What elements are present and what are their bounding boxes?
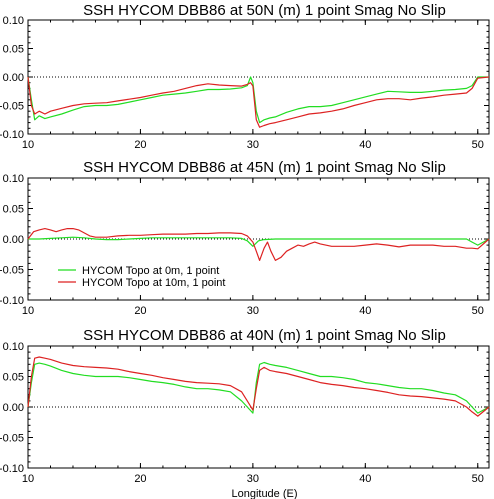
x-tick-label: 10 — [22, 139, 34, 151]
x-tick-label: 40 — [359, 473, 371, 485]
legend-label: HYCOM Topo at 10m, 1 point — [82, 277, 225, 289]
y-tick-label: 0.05 — [3, 372, 24, 384]
series-line-green — [27, 361, 490, 414]
x-tick-label: 40 — [359, 139, 371, 151]
y-tick-label: 0.10 — [3, 15, 24, 27]
series-line-green — [27, 76, 489, 124]
chart-title: SSH HYCOM DBB86 at 45N (m) 1 point Smag … — [83, 159, 446, 176]
y-tick-label: -0.05 — [0, 433, 24, 445]
y-tick-label: -0.05 — [0, 101, 24, 113]
y-tick-label: 0.00 — [3, 234, 24, 246]
y-tick-label: 0.05 — [3, 204, 24, 216]
x-tick-label: 30 — [247, 139, 259, 151]
series-line-red — [27, 76, 490, 128]
x-tick-label: 30 — [247, 305, 259, 317]
chart-panel-3: SSH HYCOM DBB86 at 40N (m) 1 point Smag … — [0, 327, 490, 499]
y-tick-label: 0.10 — [3, 341, 24, 353]
y-tick-label: 0.00 — [3, 402, 24, 414]
series-line-red — [27, 228, 490, 261]
x-tick-label: 20 — [134, 305, 146, 317]
y-tick-label: 0.00 — [3, 72, 24, 84]
x-tick-label: 50 — [472, 305, 484, 317]
x-tick-label: 30 — [247, 473, 259, 485]
chart-panel-1: SSH HYCOM DBB86 at 50N (m) 1 point Smag … — [0, 2, 490, 151]
series-line-red — [27, 356, 490, 417]
legend-label: HYCOM Topo at 0m, 1 point — [82, 265, 219, 277]
x-tick-label: 20 — [134, 139, 146, 151]
y-tick-label: 0.05 — [3, 44, 24, 56]
x-tick-label: 10 — [22, 305, 34, 317]
x-tick-label: 50 — [472, 473, 484, 485]
y-tick-label: -0.10 — [0, 129, 24, 141]
x-tick-label: 10 — [22, 473, 34, 485]
y-tick-label: -0.05 — [0, 265, 24, 277]
y-tick-label: -0.10 — [0, 463, 24, 475]
y-tick-label: -0.10 — [0, 295, 24, 307]
x-tick-label: 40 — [359, 305, 371, 317]
y-tick-label: 0.10 — [3, 173, 24, 185]
x-tick-label: 20 — [134, 473, 146, 485]
chart-title: SSH HYCOM DBB86 at 50N (m) 1 point Smag … — [83, 2, 446, 19]
chart-title: SSH HYCOM DBB86 at 40N (m) 1 point Smag … — [83, 327, 446, 344]
x-axis-label: Longitude (E) — [231, 488, 297, 499]
series-line-green — [28, 236, 490, 247]
chart-panel-2: SSH HYCOM DBB86 at 45N (m) 1 point Smag … — [0, 159, 490, 317]
x-tick-label: 50 — [472, 139, 484, 151]
